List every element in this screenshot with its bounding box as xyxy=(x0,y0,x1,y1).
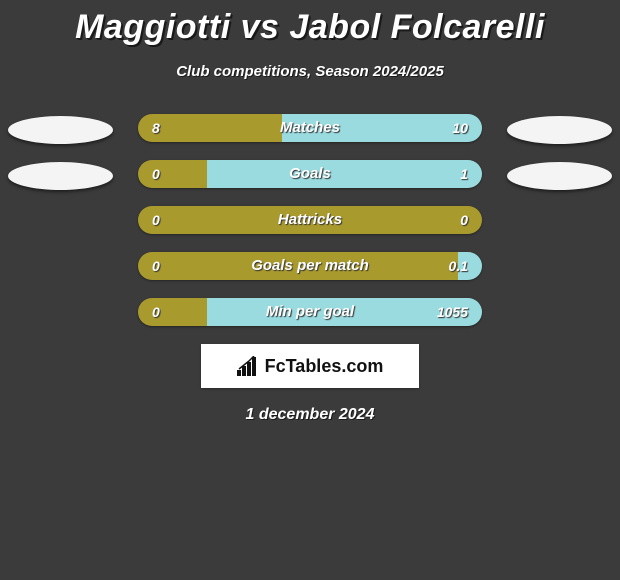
stat-bar-track xyxy=(138,160,482,188)
stat-bar-track xyxy=(138,298,482,326)
stat-bar-left xyxy=(138,252,458,280)
stat-bar-left xyxy=(138,160,207,188)
stat-value-left: 0 xyxy=(152,252,160,280)
stat-bar-track xyxy=(138,206,482,234)
subtitle: Club competitions, Season 2024/2025 xyxy=(0,63,620,80)
stat-row: 01055Min per goal xyxy=(0,298,620,328)
stat-row: 01Goals xyxy=(0,160,620,190)
stat-bar-left xyxy=(138,206,482,234)
stat-value-left: 0 xyxy=(152,160,160,188)
stat-row: 00.1Goals per match xyxy=(0,252,620,282)
page-title: Maggiotti vs Jabol Folcarelli xyxy=(0,0,620,47)
stat-value-left: 0 xyxy=(152,206,160,234)
stat-value-right: 0.1 xyxy=(449,252,468,280)
player-avatar-left xyxy=(8,162,113,190)
player-avatar-right xyxy=(507,162,612,190)
logo-text: FcTables.com xyxy=(265,356,384,377)
stat-row: 00Hattricks xyxy=(0,206,620,236)
source-logo: FcTables.com xyxy=(201,344,419,388)
stat-value-right: 0 xyxy=(460,206,468,234)
stat-bar-track xyxy=(138,252,482,280)
stat-bar-right xyxy=(207,160,482,188)
stat-row: 810Matches xyxy=(0,114,620,144)
stat-bar-track xyxy=(138,114,482,142)
stat-value-left: 8 xyxy=(152,114,160,142)
stat-rows: 810Matches01Goals00Hattricks00.1Goals pe… xyxy=(0,114,620,328)
stat-value-left: 0 xyxy=(152,298,160,326)
stat-value-right: 1 xyxy=(460,160,468,188)
player-avatar-left xyxy=(8,116,113,144)
comparison-infographic: Maggiotti vs Jabol Folcarelli Club compe… xyxy=(0,0,620,580)
bar-chart-icon xyxy=(237,356,259,376)
stat-value-right: 10 xyxy=(452,114,468,142)
player-avatar-right xyxy=(507,116,612,144)
stat-value-right: 1055 xyxy=(437,298,468,326)
stat-bar-left xyxy=(138,298,207,326)
date-label: 1 december 2024 xyxy=(0,406,620,424)
